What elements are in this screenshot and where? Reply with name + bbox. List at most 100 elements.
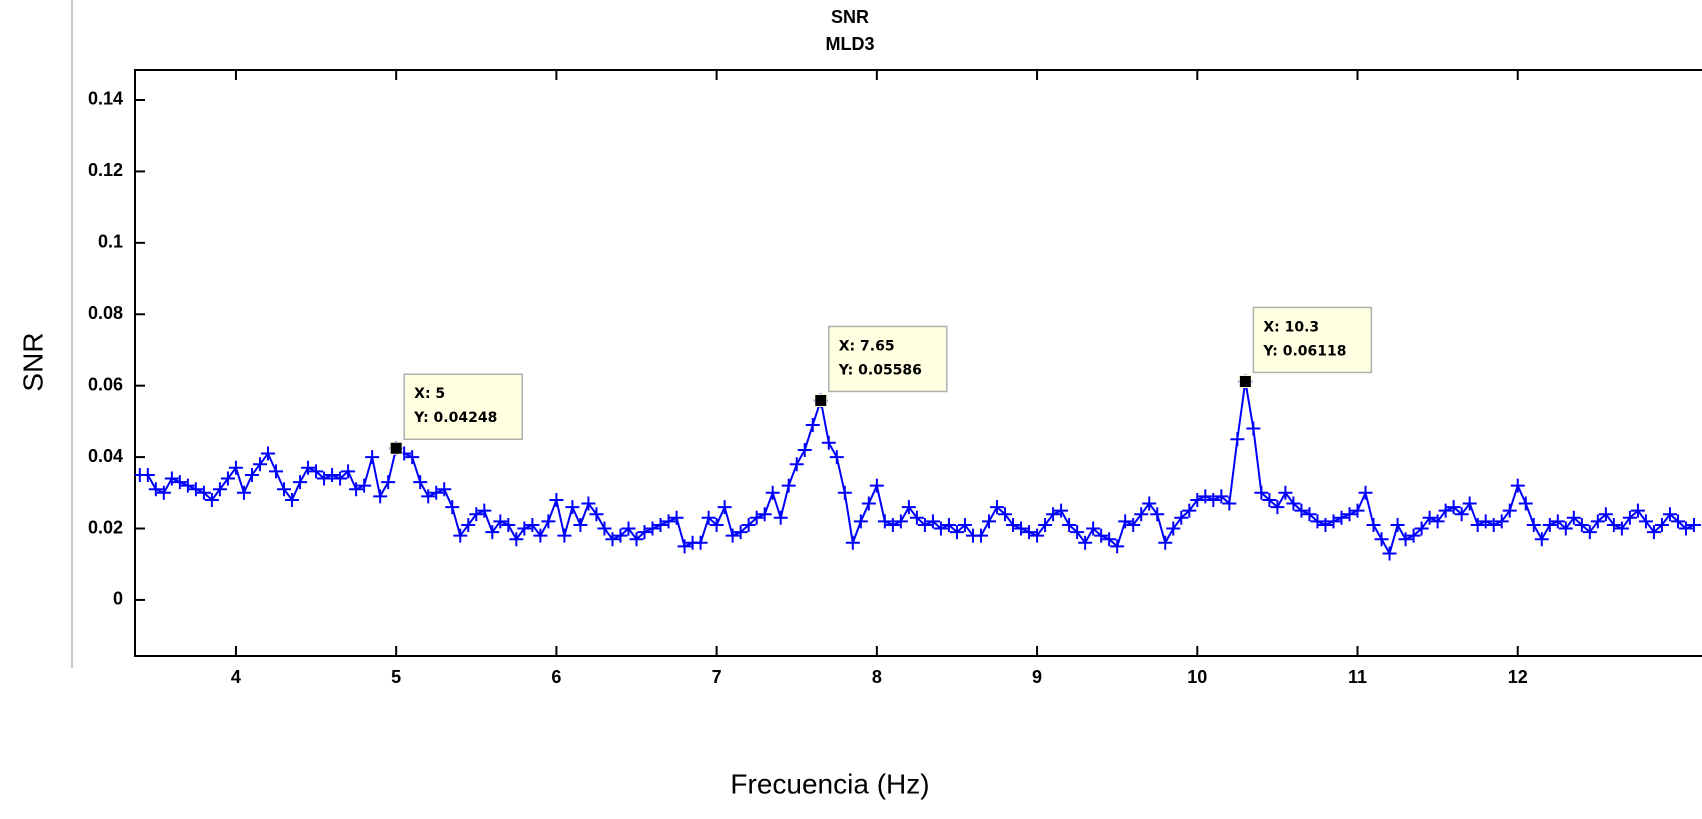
data-marker: [1502, 503, 1517, 518]
data-marker: [1670, 514, 1685, 529]
data-marker: [1102, 532, 1117, 547]
data-marker: [1214, 489, 1229, 504]
x-tick-label: 10: [1187, 667, 1207, 687]
datatip-text: X: 7.65: [839, 338, 895, 354]
data-marker: [573, 517, 588, 532]
data-marker: [1134, 507, 1149, 522]
data-marker: [244, 467, 259, 482]
data-marker: [1638, 514, 1653, 529]
data-marker: [1110, 539, 1125, 554]
y-tick-label: 0.06: [88, 374, 123, 394]
data-marker: [285, 492, 300, 507]
data-marker: [1646, 525, 1661, 540]
data-marker: [557, 528, 572, 543]
data-marker: [1598, 507, 1613, 522]
data-marker: [1038, 517, 1053, 532]
data-marker: [1126, 517, 1141, 532]
data-marker: [1470, 517, 1485, 532]
data-marker: [1430, 514, 1445, 529]
data-marker: [1206, 492, 1221, 507]
data-marker: [1574, 517, 1589, 532]
data-marker: [501, 517, 516, 532]
data-marker: [204, 492, 219, 507]
data-marker: [829, 450, 844, 465]
data-marker: [925, 514, 940, 529]
data-marker: [749, 510, 764, 525]
data-marker: [517, 521, 532, 536]
data-marker: [901, 500, 916, 515]
data-marker: [1286, 496, 1301, 511]
data-marker: [981, 514, 996, 529]
data-marker: [1534, 532, 1549, 547]
data-marker: [1150, 507, 1165, 522]
data-marker: [236, 485, 251, 500]
data-marker: [757, 507, 772, 522]
x-tick-label: 5: [391, 667, 401, 687]
data-marker: [413, 475, 428, 490]
x-tick-label: 11: [1348, 667, 1367, 687]
data-marker: [1510, 478, 1525, 493]
data-marker: [781, 478, 796, 493]
data-marker: [1230, 432, 1245, 447]
datatip-text: Y: 0.04248: [413, 410, 497, 426]
data-marker: [597, 521, 612, 536]
data-marker: [293, 475, 308, 490]
data-marker: [1278, 485, 1293, 500]
data-marker: [717, 500, 732, 515]
data-marker: [1246, 421, 1261, 436]
data-marker: [1094, 528, 1109, 543]
data-marker: [709, 517, 724, 532]
data-marker: [252, 457, 267, 472]
data-marker: [701, 510, 716, 525]
data-marker: [405, 450, 420, 465]
data-marker: [1366, 517, 1381, 532]
data-marker: [1190, 492, 1205, 507]
data-marker: [797, 442, 812, 457]
data-marker: [1118, 514, 1133, 529]
data-marker: [1078, 535, 1093, 550]
data-marker: [1358, 485, 1373, 500]
data-marker: [1342, 507, 1357, 522]
data-marker: [1582, 525, 1597, 540]
data-marker: [301, 460, 316, 475]
data-marker: [373, 489, 388, 504]
data-marker: [172, 475, 187, 490]
data-marker: [493, 514, 508, 529]
data-marker: [677, 539, 692, 554]
data-marker: [1142, 496, 1157, 511]
data-marker: [1486, 517, 1501, 532]
data-marker: [469, 507, 484, 522]
data-marker: [1662, 507, 1677, 522]
data-marker: [429, 485, 444, 500]
data-marker: [789, 457, 804, 472]
data-marker: [1566, 510, 1581, 525]
data-marker: [1518, 496, 1533, 511]
data-marker: [309, 464, 324, 479]
data-marker: [1222, 496, 1237, 511]
data-marker: [805, 417, 820, 432]
data-marker: [180, 478, 195, 493]
data-marker: [325, 467, 340, 482]
data-marker: [1166, 521, 1181, 536]
x-tick-label: 12: [1508, 667, 1528, 687]
data-marker: [1654, 517, 1669, 532]
datatip-text: Y: 0.05586: [838, 362, 922, 378]
data-marker: [445, 500, 460, 515]
datatip-text: X: 5: [414, 386, 445, 402]
data-marker: [1334, 510, 1349, 525]
datatip-box: [403, 373, 523, 440]
data-marker: [212, 482, 227, 497]
data-marker: [1438, 503, 1453, 518]
data-marker: [613, 528, 628, 543]
y-axis-label: SNR: [17, 332, 48, 391]
x-tick-label: 6: [551, 667, 561, 687]
datatip-marker: [1238, 374, 1252, 388]
data-marker: [1070, 525, 1085, 540]
data-marker: [1630, 503, 1645, 518]
y-tick-label: 0.12: [88, 160, 123, 180]
data-marker: [669, 510, 684, 525]
data-marker: [949, 525, 964, 540]
data-marker: [589, 507, 604, 522]
data-marker: [869, 478, 884, 493]
data-marker: [1678, 521, 1693, 536]
